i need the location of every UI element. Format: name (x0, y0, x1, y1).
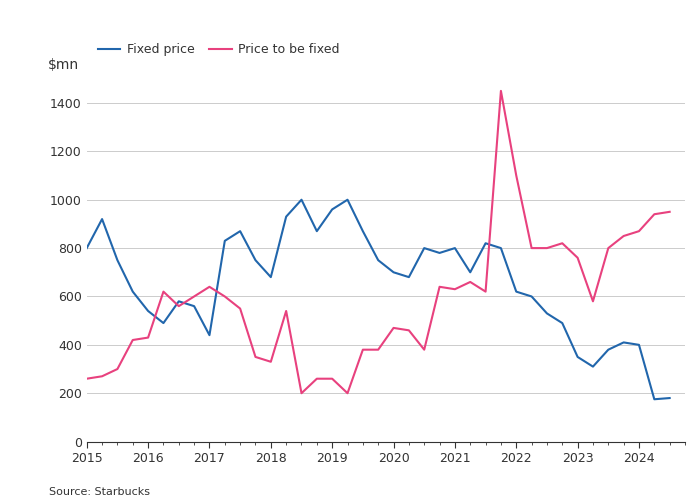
Line: Fixed price: Fixed price (87, 200, 670, 400)
Price to be fixed (650, 211, 659, 217)
Price to be fixed (83, 376, 91, 382)
Fixed price (236, 228, 244, 234)
Price to be fixed (635, 228, 643, 234)
Price to be fixed (328, 376, 337, 382)
Fixed price (113, 257, 122, 263)
Fixed price (620, 340, 628, 345)
Fixed price (267, 274, 275, 280)
Price to be fixed (589, 298, 597, 304)
Fixed price (650, 396, 659, 402)
Price to be fixed (374, 346, 382, 352)
Price to be fixed (542, 245, 551, 251)
Fixed price (205, 332, 214, 338)
Fixed price (190, 303, 198, 309)
Price to be fixed (251, 354, 260, 360)
Fixed price (174, 298, 183, 304)
Price to be fixed (236, 306, 244, 312)
Price to be fixed (666, 209, 674, 215)
Fixed price (635, 342, 643, 348)
Price to be fixed (190, 294, 198, 300)
Price to be fixed (573, 255, 582, 261)
Price to be fixed (298, 390, 306, 396)
Fixed price (420, 245, 428, 251)
Price to be fixed (558, 240, 566, 246)
Fixed price (451, 245, 459, 251)
Fixed price (389, 270, 398, 276)
Legend: Fixed price, Price to be fixed: Fixed price, Price to be fixed (93, 38, 344, 61)
Fixed price (666, 395, 674, 401)
Fixed price (482, 240, 490, 246)
Price to be fixed (389, 325, 398, 331)
Price to be fixed (313, 376, 321, 382)
Fixed price (527, 294, 536, 300)
Fixed price (129, 288, 137, 294)
Price to be fixed (358, 346, 367, 352)
Fixed price (328, 206, 337, 212)
Price to be fixed (604, 245, 612, 251)
Price to be fixed (267, 359, 275, 365)
Fixed price (220, 238, 229, 244)
Fixed price (542, 310, 551, 316)
Price to be fixed (466, 279, 475, 285)
Price to be fixed (620, 233, 628, 239)
Fixed price (573, 354, 582, 360)
Price to be fixed (174, 303, 183, 309)
Price to be fixed (282, 308, 290, 314)
Fixed price (512, 288, 521, 294)
Fixed price (435, 250, 444, 256)
Fixed price (604, 346, 612, 352)
Fixed price (251, 257, 260, 263)
Price to be fixed (527, 245, 536, 251)
Fixed price (298, 196, 306, 202)
Price to be fixed (405, 328, 413, 334)
Price to be fixed (482, 288, 490, 294)
Fixed price (374, 257, 382, 263)
Text: $mn: $mn (48, 58, 79, 71)
Price to be fixed (144, 334, 153, 340)
Fixed price (313, 228, 321, 234)
Line: Price to be fixed: Price to be fixed (87, 91, 670, 393)
Fixed price (343, 196, 351, 202)
Price to be fixed (98, 374, 106, 380)
Fixed price (589, 364, 597, 370)
Fixed price (497, 245, 505, 251)
Price to be fixed (205, 284, 214, 290)
Fixed price (98, 216, 106, 222)
Price to be fixed (451, 286, 459, 292)
Price to be fixed (512, 172, 521, 178)
Price to be fixed (113, 366, 122, 372)
Fixed price (282, 214, 290, 220)
Price to be fixed (343, 390, 351, 396)
Fixed price (144, 308, 153, 314)
Fixed price (405, 274, 413, 280)
Price to be fixed (420, 346, 428, 352)
Price to be fixed (159, 288, 167, 294)
Price to be fixed (220, 294, 229, 300)
Price to be fixed (497, 88, 505, 94)
Fixed price (558, 320, 566, 326)
Fixed price (466, 270, 475, 276)
Fixed price (83, 245, 91, 251)
Fixed price (159, 320, 167, 326)
Text: Source: Starbucks: Source: Starbucks (49, 487, 150, 497)
Price to be fixed (129, 337, 137, 343)
Price to be fixed (435, 284, 444, 290)
Fixed price (358, 228, 367, 234)
